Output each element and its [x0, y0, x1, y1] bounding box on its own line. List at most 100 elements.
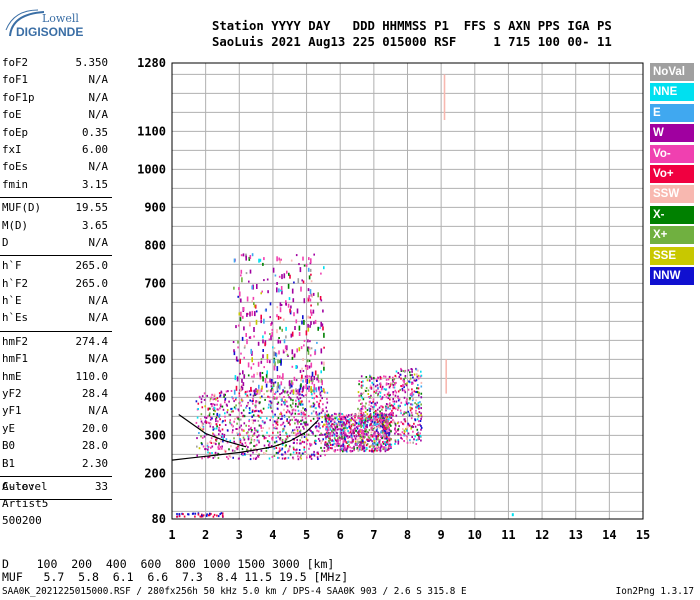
echo-point [309, 405, 312, 408]
echo-point [298, 421, 300, 423]
echo-point [273, 420, 276, 423]
echo-point [217, 515, 220, 518]
echo-point [373, 417, 376, 420]
echo-point [342, 448, 345, 451]
echo-point [252, 451, 254, 454]
echo-point [415, 379, 418, 382]
echo-point [353, 435, 356, 437]
echo-point [286, 419, 288, 422]
y-tick-label: 1280 [137, 56, 166, 70]
echo-point [257, 456, 260, 458]
echo-point [243, 438, 246, 441]
echo-point [213, 441, 215, 444]
echo-point [264, 421, 266, 424]
echo-point [368, 396, 370, 399]
echo-point [371, 381, 373, 384]
echo-point [263, 437, 266, 440]
echo-point [238, 395, 241, 398]
echo-point [371, 408, 373, 411]
param-value: N/A [88, 90, 108, 104]
echo-point [215, 398, 217, 401]
echo-point [390, 443, 393, 446]
echo-point [307, 315, 309, 319]
echo-point [374, 413, 377, 416]
echo-point [258, 453, 260, 456]
echo-point [307, 323, 309, 328]
echo-point [213, 393, 216, 396]
echo-point [355, 419, 358, 421]
echo-point [313, 450, 315, 453]
echo-point [281, 447, 284, 450]
echo-point [384, 435, 387, 438]
echo-point [389, 415, 391, 418]
param-name: h`E [2, 294, 22, 308]
echo-point [350, 434, 353, 437]
echo-point [318, 412, 321, 415]
echo-point [323, 388, 325, 393]
echo-point [321, 380, 323, 386]
echo-point [284, 399, 286, 402]
echo-point [295, 379, 298, 382]
echo-point [303, 264, 306, 267]
echo-point [244, 441, 247, 444]
echo-point [232, 397, 234, 400]
echo-point [256, 435, 259, 438]
echo-point [366, 443, 369, 446]
echo-point [271, 411, 274, 414]
echo-point [207, 446, 210, 448]
echo-point [206, 394, 208, 397]
echo-point [376, 401, 378, 404]
echo-point [373, 377, 375, 380]
echo-point [258, 439, 260, 442]
echo-point [369, 386, 372, 389]
echo-point [390, 446, 392, 448]
echo-point [268, 427, 271, 430]
param-name: fxI [2, 142, 22, 156]
echo-point [340, 444, 343, 447]
echo-point [318, 417, 321, 420]
echo-point [388, 386, 391, 389]
param-row: h`Es N/A [0, 311, 112, 328]
echo-point [370, 434, 372, 437]
echo-point [215, 438, 217, 441]
echo-point [315, 439, 317, 442]
echo-point [318, 423, 321, 426]
echo-point [201, 422, 204, 425]
echo-point [400, 421, 403, 424]
echo-point [332, 427, 334, 430]
echo-point [372, 398, 375, 401]
echo-point [238, 409, 240, 412]
echo-point [349, 427, 351, 429]
echo-point [408, 412, 411, 415]
echo-point [342, 443, 345, 446]
echo-point [362, 433, 365, 436]
echo-point [270, 407, 272, 410]
echo-point [275, 353, 278, 358]
echo-point [242, 414, 245, 417]
echo-point [258, 415, 260, 418]
echo-point [373, 421, 376, 424]
echo-point [381, 396, 384, 399]
echo-point [415, 443, 418, 445]
echo-point [370, 431, 373, 434]
echo-point [406, 426, 409, 428]
echo-point [387, 383, 390, 385]
echo-point [271, 437, 273, 440]
echo-point [386, 435, 388, 438]
echo-point [359, 424, 362, 427]
echo-point [337, 440, 339, 443]
echo-point [288, 434, 291, 437]
echo-point [419, 375, 422, 378]
echo-point [210, 403, 213, 406]
echo-point [411, 425, 414, 428]
echo-point [301, 416, 304, 419]
echo-point [414, 379, 417, 382]
echo-point [362, 398, 365, 401]
echo-point [334, 417, 336, 420]
echo-point [379, 410, 381, 413]
echo-point [336, 432, 338, 435]
echo-point [214, 453, 217, 456]
echo-point [225, 438, 228, 441]
echo-point [324, 415, 327, 418]
echo-point [378, 446, 380, 449]
